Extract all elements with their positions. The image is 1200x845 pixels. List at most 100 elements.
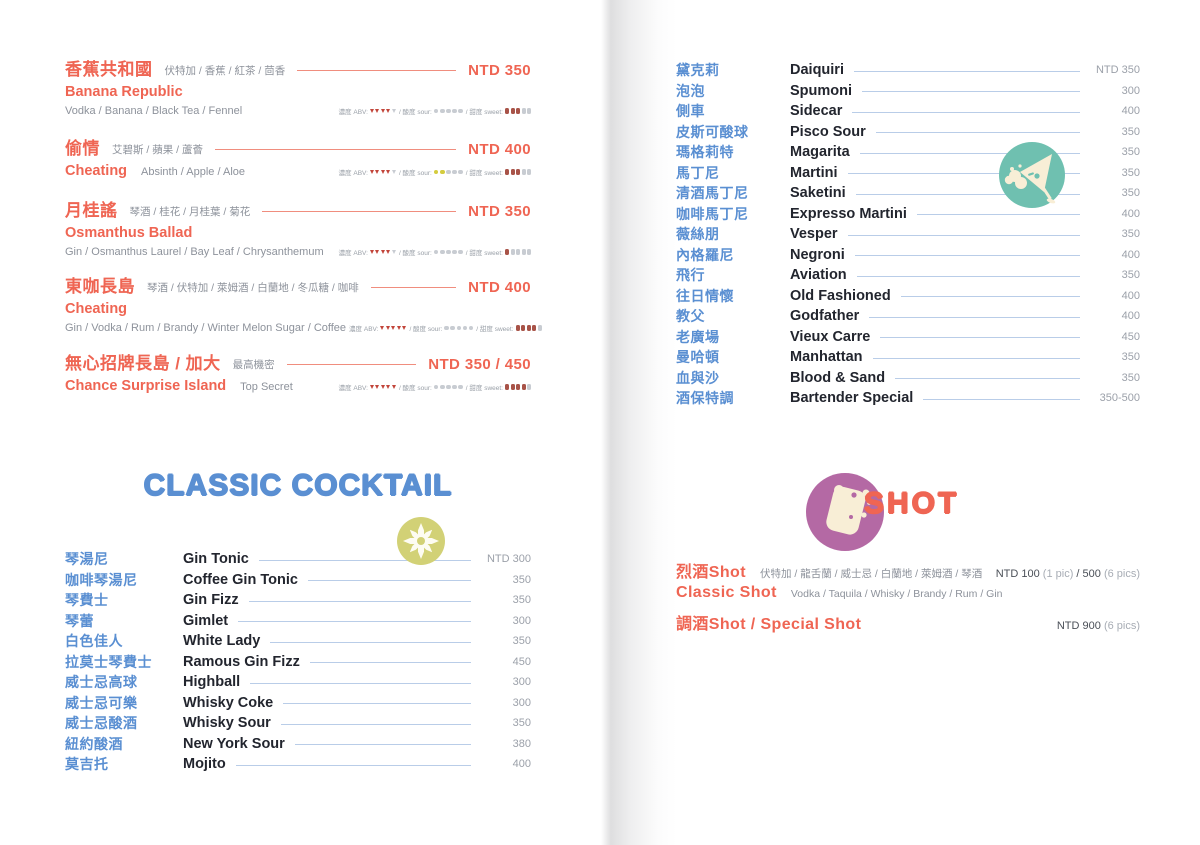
item-name-zh: 威士忌酸酒 [65,715,138,732]
signature-item-name-row: Banana Republic [65,84,531,101]
signature-item-title-row: 偷情 艾碧斯 / 蘋果 / 蘆薈 NTD 400 [65,139,531,159]
leader-rule [215,148,457,150]
rating-scale: 濃度 ABV: / 酸度 sour: / 甜度 sweet: [336,106,531,116]
sq-rating-icons [505,108,531,114]
sour-citrus-icon [452,108,457,114]
leader-rule [862,91,1080,93]
sq-rating-icons [505,384,531,390]
item-name-en: Aviation [790,267,847,284]
menu-list-row: 紐約酸酒 New York Sour 380 [65,734,531,755]
dot-rating-icons [444,325,474,331]
abv-glass-icon [369,170,374,174]
tri-rating-icons [369,385,396,389]
sweet-candy-icon [527,108,531,114]
abv-glass-icon [391,250,396,254]
signature-item-title-row: 無心招牌長島 / 加大 最高機密 NTD 350 / 450 [65,354,531,374]
leader-rule [250,682,471,684]
abv-glass-icon [391,326,396,330]
menu-list-row: 威士忌酸酒 Whisky Sour 350 [65,713,531,734]
menu-list-row: 飛行 Aviation 350 [676,265,1140,286]
leader-rule [900,296,1080,298]
item-name-en: Blood & Sand [790,369,886,386]
item-price: 350-500 [1099,392,1140,405]
leader-rule [258,559,471,561]
sweet-candy-icon [532,325,536,331]
item-subtitle-en: Top Secret [240,381,293,393]
item-price: 380 [512,737,531,750]
rating-scale: 濃度 ABV: / 酸度 sour: / 甜度 sweet: [336,382,531,392]
sour-label: / 酸度 sour: [398,170,432,177]
tri-rating-icons [369,109,396,113]
menu-list-row: 咖啡琴湯尼 Coffee Gin Tonic 350 [65,570,531,591]
leader-rule [235,764,471,766]
item-price: 350 [1121,146,1140,159]
price-note: (6 pics) [1103,568,1140,580]
item-price: 300 [512,676,531,689]
rating-scale: 濃度 ABV: / 酸度 sour: / 甜度 sweet: [346,323,542,333]
item-name-zh: 側車 [676,103,705,120]
sweet-label: / 甜度 sweet: [465,109,503,116]
sweet-candy-icon [527,169,531,175]
sweet-label: / 甜度 sweet: [465,250,503,257]
leader-rule [286,363,417,365]
item-price: NTD 350 / 450 [428,355,531,373]
sweet-candy-icon [510,169,515,175]
abv-label: 濃度 ABV: [349,326,379,333]
menu-list-row: 泡泡 Spumoni 300 [676,81,1140,102]
item-name-en: Gin Fizz [183,592,239,609]
item-price: 350 [1121,187,1140,200]
leader-rule [859,152,1080,154]
item-price: 400 [1121,207,1140,220]
sweet-candy-icon [515,325,520,331]
item-ingredients-zh: 琴酒 / 伏特加 / 萊姆酒 / 白蘭地 / 冬瓜糖 / 咖啡 [147,281,359,294]
item-name-zh: 無心招牌長島 / 加大 [65,354,221,373]
item-name-en: Coffee Gin Tonic [183,571,298,588]
menu-list-row: 往日情懷 Old Fashioned 400 [676,286,1140,307]
leader-rule [283,703,471,705]
signature-item-detail-row: Vodka / Banana / Black Tea / Fennel 濃度 AB… [65,105,531,117]
leader-rule [916,214,1080,216]
sour-citrus-icon [458,384,463,390]
menu-list-row: 黛克莉 Daiquiri NTD 350 [676,60,1140,81]
dot-rating-icons [433,108,463,114]
martini-splash-badge [999,142,1065,208]
item-ingredients-en: Gin / Osmanthus Laurel / Bay Leaf / Chry… [65,246,324,258]
shot-item-ingredients: Vodka / Taquila / Whisky / Brandy / Rum … [790,588,1003,600]
sour-label: / 酸度 sour: [398,109,432,116]
shot-glass-icon [826,485,871,535]
signature-item: 東咖長島 琴酒 / 伏特加 / 萊姆酒 / 白蘭地 / 冬瓜糖 / 咖啡 NTD 4… [65,277,542,334]
classic-cocktail-rows-right: 黛克莉 Daiquiri NTD 350 泡泡 Spumoni 300 側車 Sidecar 4… [676,60,1140,409]
item-name-zh: 琴湯尼 [65,551,109,568]
item-name-zh: 東咖長島 [65,277,135,296]
item-price: NTD 400 [468,278,531,296]
item-name-zh: 老廣場 [676,328,720,345]
abv-glass-icon [369,109,374,113]
item-name-en: Ramous Gin Fizz [183,653,300,670]
menu-list-row: 白色佳人 White Lady 350 [65,631,531,652]
item-price: 350 [512,635,531,648]
shot-heading: SHOT [864,487,960,520]
tri-rating-icons [369,250,396,254]
dot-rating-icons [433,384,463,390]
shot-item-ingredients: 伏特加 / 龍舌蘭 / 威士忌 / 白蘭地 / 萊姆酒 / 琴酒 [759,568,983,580]
menu-list-row: 皮斯可酸球 Pisco Sour 350 [676,122,1140,143]
item-name-en: Banana Republic [65,84,183,100]
item-name-en: Cheating [65,163,128,179]
sour-citrus-icon [452,249,457,255]
sour-citrus-icon [439,169,445,175]
sweet-candy-icon [510,108,515,114]
abv-label: 濃度 ABV: [338,109,368,116]
dot-rating-icons [433,249,463,255]
sweet-candy-icon [537,325,542,331]
leader-rule [923,398,1080,400]
abv-glass-icon [380,109,385,113]
abv-glass-icon [375,109,380,113]
sour-label: / 酸度 sour: [398,250,432,257]
item-price: NTD 350 [468,61,531,79]
signature-item-name-row: Chance Surprise Island Top Secret 濃度 ABV: /… [65,378,531,395]
menu-list-row: 薇絲朋 Vesper 350 [676,224,1140,245]
sour-citrus-icon [446,169,451,175]
starburst-hub [417,537,425,545]
item-name-en: New York Sour [183,735,285,752]
price-note: (1 pic) [1042,568,1074,580]
